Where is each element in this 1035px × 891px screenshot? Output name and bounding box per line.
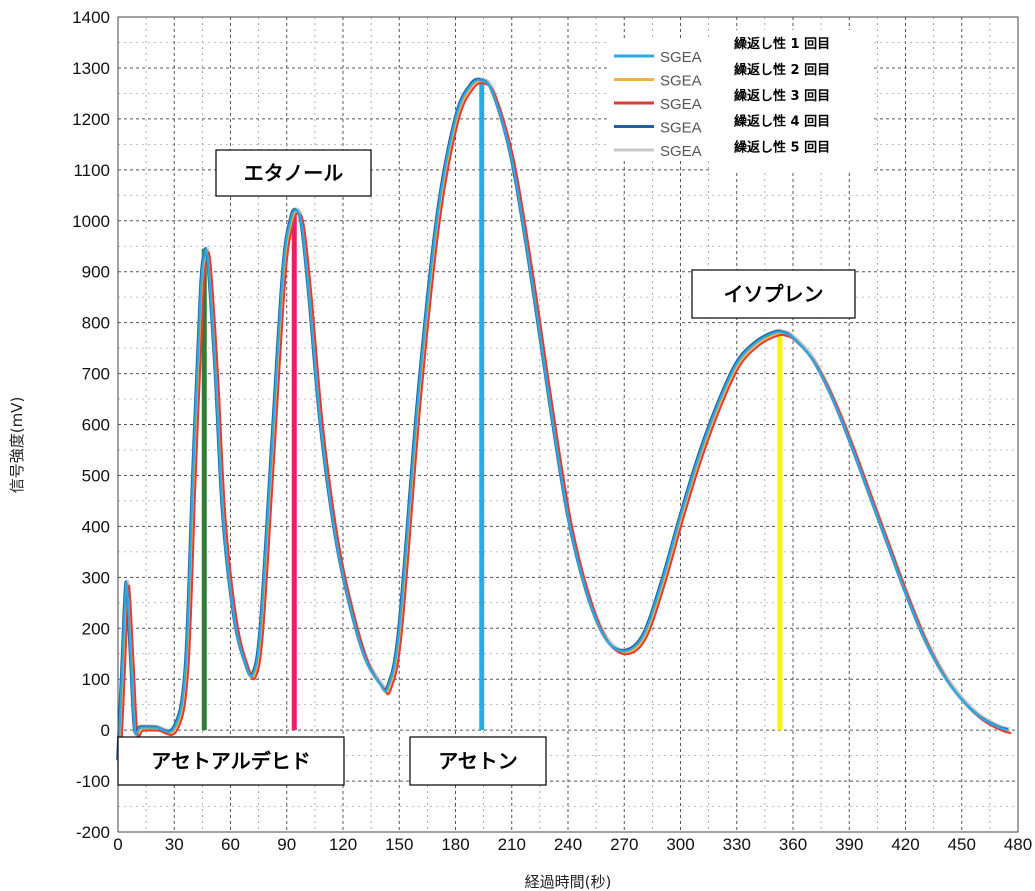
legend-repeat-label: 繰返し性 5 回目	[734, 140, 830, 156]
y-tick-label: 100	[82, 670, 110, 689]
x-axis-title: 経過時間(秒)	[525, 873, 612, 891]
peak-label: エタノール	[244, 161, 343, 185]
legend-series-name: SGEA	[660, 96, 702, 113]
y-tick-label: 200	[82, 619, 110, 638]
peak-label: アセトアルデヒド	[151, 749, 310, 773]
legend-series-name: SGEA	[660, 143, 702, 160]
y-tick-label: 800	[82, 314, 110, 333]
legend-series-name: SGEA	[660, 49, 702, 66]
legend-series-name: SGEA	[660, 120, 702, 137]
peak-label-box	[409, 736, 547, 786]
x-tick-label: 480	[1004, 835, 1032, 854]
legend-series-name: SGEA	[660, 73, 702, 90]
y-tick-label: 1100	[73, 161, 110, 180]
x-tick-label: 390	[835, 835, 863, 854]
x-tick-label: 120	[329, 835, 357, 854]
x-tick-label: 270	[610, 835, 638, 854]
plot-border	[117, 16, 1019, 833]
y-axis-title: 信号強度(mV)	[8, 397, 26, 494]
y-tick-label: -100	[76, 772, 110, 791]
legend: SGEA 繰返し性 1 回目 SGEA 繰返し性 2 回目 SGEA 繰返し性 3 回目 S…	[608, 30, 872, 172]
y-tick-label: 1400	[72, 8, 110, 27]
peak-label-box	[215, 149, 372, 197]
peak-label-box	[117, 736, 345, 786]
legend-box	[608, 38, 712, 160]
y-tick-label: 900	[82, 263, 110, 282]
y-tick-label: 1300	[72, 59, 110, 78]
x-tick-label: 330	[723, 835, 751, 854]
series-line-1	[116, 78, 1009, 761]
x-tick-label: 210	[498, 835, 526, 854]
peak-label-box	[691, 269, 856, 319]
x-tick-label: 90	[277, 835, 296, 854]
legend-repeat-label: 繰返し性 1 回目	[734, 36, 830, 52]
peak-label: アセトン	[438, 749, 518, 773]
peak-label: イソプレン	[724, 282, 824, 306]
y-tick-label: 300	[82, 568, 110, 587]
x-tick-label: 360	[779, 835, 807, 854]
y-tick-label: 0	[101, 721, 110, 740]
legend-label-box	[712, 30, 872, 172]
x-tick-labels: 0 30 60 90 120 150 180 210 240 270 300 330 360 390 420…	[113, 835, 1032, 854]
x-tick-label: 30	[165, 835, 184, 854]
y-tick-label: 500	[82, 466, 110, 485]
x-tick-label: 180	[441, 835, 469, 854]
legend-repeat-label: 繰返し性 2 回目	[734, 62, 830, 78]
peak-markers	[201, 78, 783, 731]
series-lines	[115, 77, 1012, 764]
y-tick-label: 600	[82, 416, 110, 435]
y-tick-label: 700	[82, 365, 110, 384]
x-tick-label: 150	[385, 835, 413, 854]
y-tick-label: 1000	[72, 212, 110, 231]
y-tick-label: 1200	[72, 110, 110, 129]
x-tick-label: 300	[666, 835, 694, 854]
x-tick-label: 240	[554, 835, 582, 854]
x-tick-label: 0	[113, 835, 122, 854]
x-tick-label: 450	[948, 835, 976, 854]
grid	[118, 17, 1018, 832]
legend-repeat-label: 繰返し性 3 回目	[734, 88, 830, 104]
y-tick-labels: 1400130012001100100090080070060050040030…	[72, 8, 110, 842]
x-tick-label: 420	[891, 835, 919, 854]
legend-repeat-label: 繰返し性 4 回目	[734, 114, 830, 130]
x-tick-label: 60	[221, 835, 240, 854]
y-tick-label: 400	[82, 517, 110, 536]
y-tick-label: -200	[76, 823, 110, 842]
